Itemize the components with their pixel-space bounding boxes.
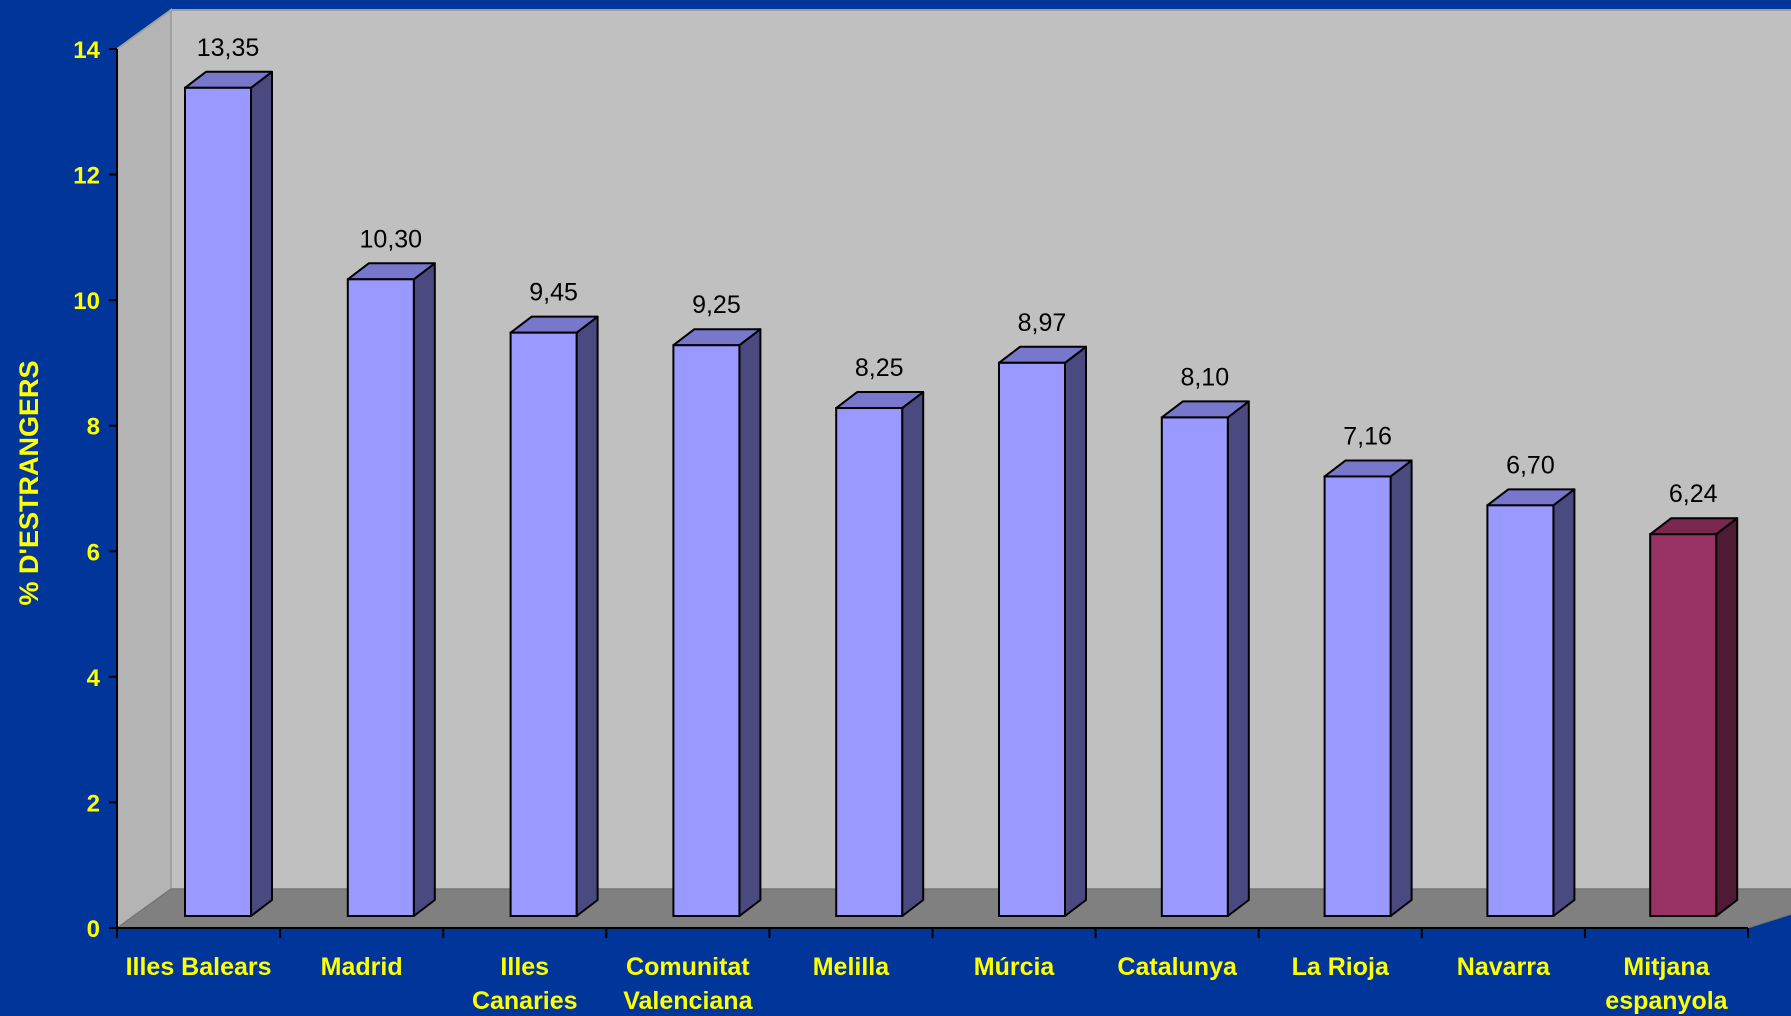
x-tick-label: Illes Balears bbox=[126, 953, 272, 981]
y-tick-label: 2 bbox=[87, 790, 100, 817]
bar bbox=[672, 328, 762, 918]
bar-side bbox=[250, 70, 273, 917]
bar-front bbox=[1649, 533, 1718, 918]
bar-side bbox=[1226, 400, 1250, 917]
axes bbox=[109, 48, 1749, 938]
bar bbox=[1486, 488, 1576, 917]
bar-side bbox=[1389, 459, 1413, 917]
bar-side bbox=[738, 328, 762, 917]
y-tick-label: 4 bbox=[87, 665, 101, 692]
bar-side bbox=[412, 262, 436, 917]
bar-front bbox=[1160, 416, 1229, 917]
data-label: 10,30 bbox=[360, 225, 423, 253]
data-label: 7,16 bbox=[1343, 422, 1392, 450]
data-label: 13,35 bbox=[197, 34, 260, 62]
x-tick-label: Madrid bbox=[321, 953, 403, 981]
bar-front bbox=[672, 344, 741, 918]
y-axis-tick-labels: 0 2 4 6 8 10 12 14 bbox=[73, 37, 100, 943]
bar bbox=[835, 391, 925, 917]
bar-front bbox=[1323, 475, 1392, 917]
data-label: 9,25 bbox=[692, 291, 741, 319]
data-label: 6,24 bbox=[1669, 480, 1718, 508]
x-tick-label: Mitjana espanyola bbox=[1605, 953, 1728, 1015]
data-label: 6,70 bbox=[1506, 451, 1555, 479]
bar-front bbox=[835, 407, 904, 917]
bar bbox=[1649, 517, 1739, 918]
y-tick-label: 0 bbox=[87, 916, 100, 943]
data-label: 8,10 bbox=[1180, 363, 1229, 391]
bar-front bbox=[184, 86, 252, 917]
bar bbox=[346, 262, 436, 917]
x-tick-label: Navarra bbox=[1457, 953, 1551, 981]
bar bbox=[998, 345, 1087, 917]
y-tick-label: 10 bbox=[73, 288, 100, 315]
bars bbox=[184, 70, 1739, 918]
bar bbox=[1160, 400, 1250, 917]
bar-side bbox=[1552, 488, 1576, 917]
data-labels: 13,35 10,30 9,45 9,25 8,25 8,97 8,10 7,16 6,70 6,… bbox=[197, 34, 1718, 508]
bar-side bbox=[1064, 345, 1087, 917]
side-wall bbox=[116, 8, 172, 930]
bar-front bbox=[1486, 504, 1555, 917]
bar-side bbox=[901, 391, 925, 917]
bar bbox=[184, 70, 273, 917]
data-label: 8,25 bbox=[855, 354, 904, 382]
data-label: 9,45 bbox=[529, 279, 578, 307]
y-tick-label: 14 bbox=[73, 37, 100, 64]
bar-front bbox=[998, 361, 1066, 917]
x-tick-label: La Rioja bbox=[1292, 953, 1390, 981]
y-tick-label: 12 bbox=[73, 163, 100, 190]
bar-side bbox=[1715, 517, 1739, 917]
bar bbox=[509, 315, 599, 917]
y-tick-label: 6 bbox=[87, 539, 100, 566]
y-axis-label: % D'ESTRANGERS bbox=[14, 361, 44, 606]
x-tick-label: Illes Canaries bbox=[472, 953, 578, 1015]
x-axis-tick-labels: Illes Balears Madrid Illes Canaries Comunita… bbox=[126, 953, 1729, 1015]
x-tick-label: Melilla bbox=[813, 953, 891, 981]
y-tick-label: 8 bbox=[87, 414, 100, 441]
bar-side bbox=[575, 315, 599, 917]
x-tick-label: Comunitat Valenciana bbox=[623, 953, 753, 1015]
x-tick-label: Múrcia bbox=[974, 953, 1056, 981]
data-label: 8,97 bbox=[1018, 309, 1067, 337]
bar-front bbox=[346, 278, 415, 917]
bar-front bbox=[509, 331, 578, 917]
bar bbox=[1323, 459, 1413, 917]
x-tick-label: Catalunya bbox=[1117, 953, 1238, 981]
